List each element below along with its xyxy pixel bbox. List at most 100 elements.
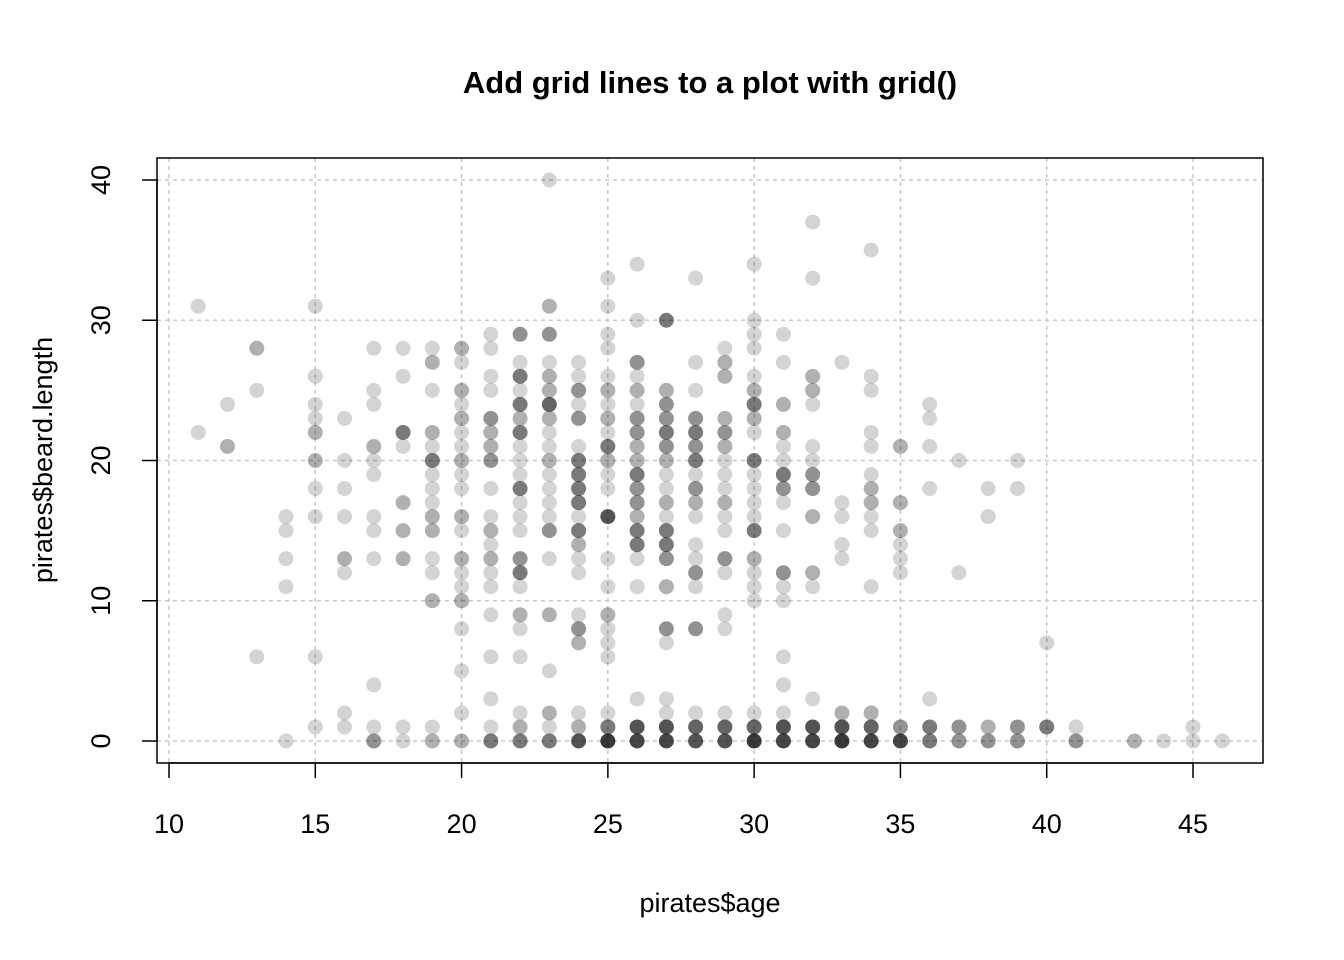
data-point [541,481,557,497]
data-point [629,551,645,567]
data-point [746,382,762,398]
data-point [717,719,733,735]
data-point [541,172,557,188]
data-point [512,551,528,567]
data-point [1214,733,1230,749]
data-point [483,453,499,468]
data-point [922,438,938,454]
data-point [805,691,821,707]
data-point [717,523,733,539]
data-point [717,410,733,426]
data-point [658,438,674,454]
data-point [278,579,294,595]
data-point [629,396,645,412]
data-point [571,621,587,637]
data-point [658,396,674,412]
data-point [337,410,353,426]
x-tick-label: 20 [447,809,477,839]
data-point [512,382,528,398]
data-point [483,326,499,342]
data-point [307,509,323,525]
data-point [658,481,674,497]
data-point [454,467,470,483]
data-point [688,410,704,426]
data-point [863,467,879,483]
data-point [512,621,528,637]
data-point [571,368,587,384]
data-point [571,481,587,497]
data-point [454,705,470,721]
data-point [629,495,645,511]
data-point [922,396,938,412]
data-point [483,438,499,454]
data-point [629,410,645,426]
data-point [249,649,265,665]
data-point [571,495,587,511]
y-tick-label: 0 [86,733,116,748]
data-point [483,537,499,553]
data-point [658,453,674,468]
data-point [863,481,879,497]
data-point [454,523,470,539]
data-point [424,382,440,398]
data-point [366,438,382,454]
data-point [571,382,587,398]
data-point [775,326,791,342]
data-point [892,733,908,749]
data-point [541,607,557,623]
data-point [395,551,411,567]
data-point [775,579,791,595]
data-point [220,438,236,454]
data-point [717,340,733,356]
data-point [512,509,528,525]
data-point [1009,733,1025,749]
data-point [1009,453,1025,468]
data-point [688,509,704,525]
data-point [366,467,382,483]
data-point [512,424,528,440]
data-point [600,270,616,286]
data-point [717,509,733,525]
data-point [512,733,528,749]
data-point [366,453,382,468]
data-point [746,495,762,511]
data-point [600,424,616,440]
data-point [834,733,850,749]
data-point [600,438,616,454]
data-point [863,705,879,721]
data-point [1039,635,1055,651]
data-point [922,719,938,735]
data-point [834,537,850,553]
data-point [805,579,821,595]
data-point [512,649,528,665]
x-tick-label: 40 [1032,809,1062,839]
data-point [951,719,967,735]
data-point [307,410,323,426]
data-point [512,453,528,468]
data-point [571,453,587,468]
points-layer [190,172,1230,749]
data-point [746,705,762,721]
data-point [600,705,616,721]
data-point [717,424,733,440]
data-point [980,719,996,735]
data-point [834,509,850,525]
data-point [629,354,645,370]
data-point [483,607,499,623]
data-point [746,565,762,581]
data-point [600,340,616,356]
data-point [424,453,440,468]
data-point [483,340,499,356]
data-point [337,551,353,567]
data-point [688,495,704,511]
data-point [892,438,908,454]
data-point [483,565,499,581]
data-point [541,354,557,370]
data-point [688,270,704,286]
data-point [746,256,762,272]
data-point [658,719,674,735]
data-point [746,410,762,426]
data-point [541,453,557,468]
data-point [717,495,733,511]
data-point [424,523,440,539]
